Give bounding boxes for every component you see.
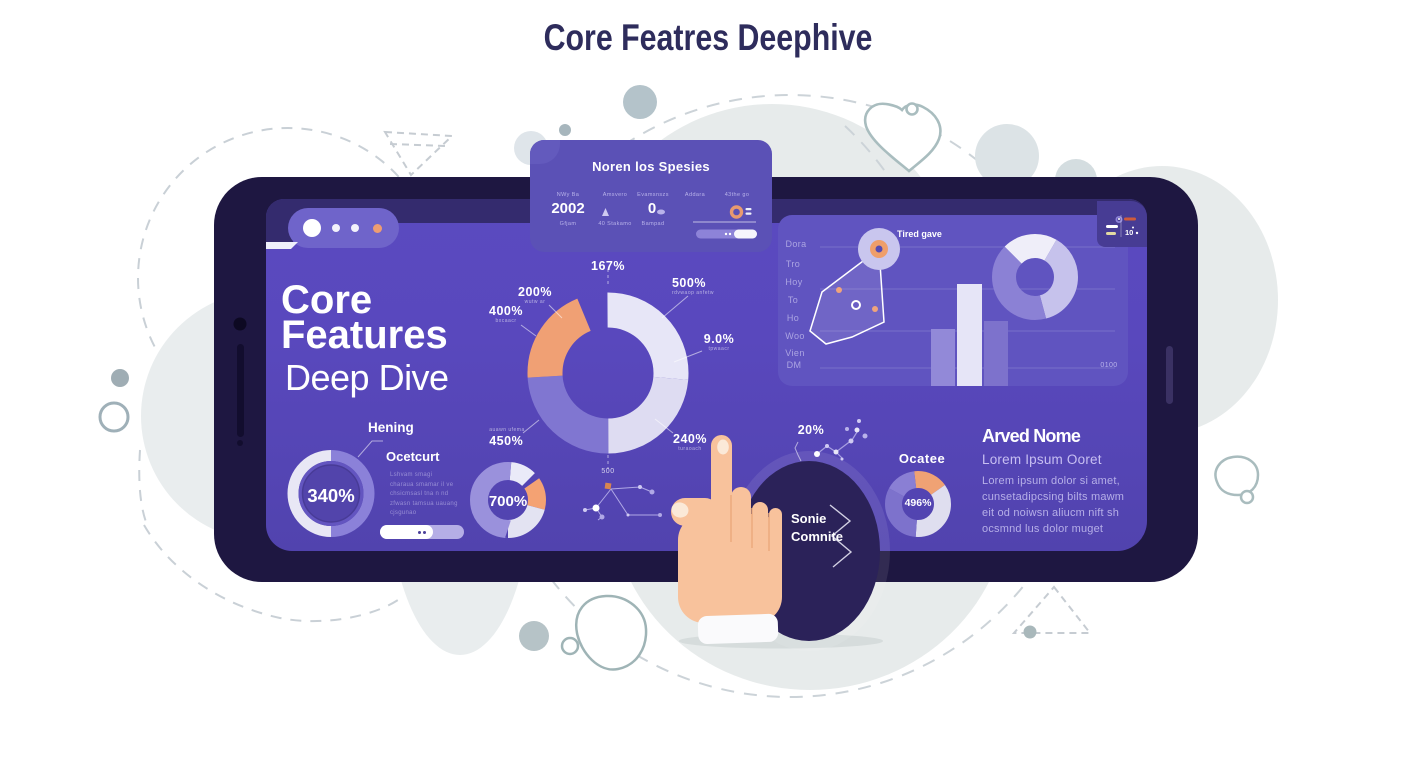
svg-text:10: 10 [1125,228,1133,237]
svg-text:Comnite: Comnite [791,529,843,544]
svg-text:Sonie: Sonie [791,511,826,526]
